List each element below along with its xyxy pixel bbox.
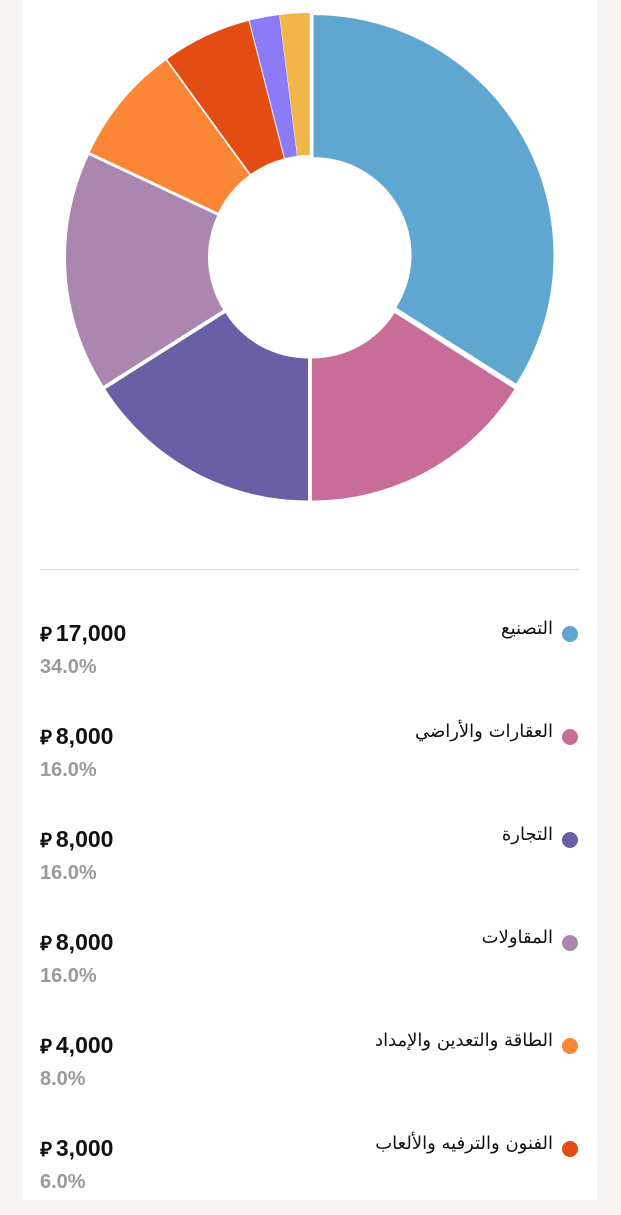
divider [40, 569, 579, 570]
legend-color-dot [562, 729, 578, 745]
legend-percent: 16.0% [40, 862, 97, 884]
donut-slice[interactable] [89, 60, 250, 213]
donut-slice[interactable] [105, 313, 309, 501]
legend-color-dot [562, 1038, 578, 1054]
currency-icon: ⃁ [40, 1036, 52, 1058]
legend-color-dot [562, 832, 578, 848]
donut-slice[interactable] [311, 313, 515, 501]
legend-percent: 8.0% [40, 1068, 86, 1090]
amount-value: 8,000 [55, 826, 114, 852]
legend-label: التصنيع [501, 618, 553, 639]
legend-percent: 34.0% [40, 656, 97, 678]
amount-value: 8,000 [55, 723, 114, 749]
donut-chart [66, 13, 554, 501]
currency-icon: ⃁ [40, 1139, 52, 1161]
amount-value: 4,000 [55, 1032, 114, 1058]
legend-amount: ⃁ 8,000 [40, 723, 113, 750]
amount-value: 8,000 [55, 929, 114, 955]
legend-label: العقارات والأراضي [414, 721, 553, 742]
legend-percent: 6.0% [40, 1171, 86, 1193]
legend-amount: ⃁ 4,000 [40, 1032, 113, 1059]
legend-color-dot [562, 935, 578, 951]
currency-icon: ⃁ [40, 727, 52, 749]
legend-item[interactable]: ⃁ 8,000 16.0% العقارات والأراضي [0, 721, 621, 803]
donut-slice[interactable] [279, 13, 310, 156]
legend-color-dot [562, 1141, 578, 1157]
legend-item[interactable]: ⃁ 8,000 16.0% التجارة [0, 824, 621, 906]
legend-item[interactable]: ⃁ 17,000 34.0% التصنيع [0, 618, 621, 700]
currency-icon: ⃁ [40, 933, 52, 955]
donut-slice[interactable] [249, 14, 297, 159]
legend-amount: ⃁ 3,000 [40, 1135, 113, 1162]
currency-icon: ⃁ [40, 624, 52, 646]
legend-amount: ⃁ 17,000 [40, 620, 126, 647]
legend-item[interactable]: ⃁ 4,000 8.0% الطاقة والتعدين والإمداد [0, 1030, 621, 1112]
amount-value: 17,000 [55, 620, 127, 646]
legend-label: الطاقة والتعدين والإمداد [375, 1030, 553, 1051]
legend-item[interactable]: ⃁ 8,000 16.0% المقاولات [0, 927, 621, 1009]
legend-amount: ⃁ 8,000 [40, 929, 113, 956]
legend-amount: ⃁ 8,000 [40, 826, 113, 853]
legend-label: التجارة [501, 824, 553, 845]
legend-item[interactable]: ⃁ 3,000 6.0% الفنون والترفيه والألعاب [0, 1133, 621, 1215]
legend-percent: 16.0% [40, 965, 97, 987]
legend-label: الفنون والترفيه والألعاب [375, 1133, 553, 1154]
currency-icon: ⃁ [40, 830, 52, 852]
legend-color-dot [562, 626, 578, 642]
donut-slice[interactable] [167, 20, 284, 175]
donut-slice[interactable] [66, 155, 224, 386]
legend-percent: 16.0% [40, 759, 97, 781]
amount-value: 3,000 [55, 1135, 114, 1161]
donut-slice[interactable] [313, 15, 554, 384]
legend-label: المقاولات [481, 927, 553, 948]
